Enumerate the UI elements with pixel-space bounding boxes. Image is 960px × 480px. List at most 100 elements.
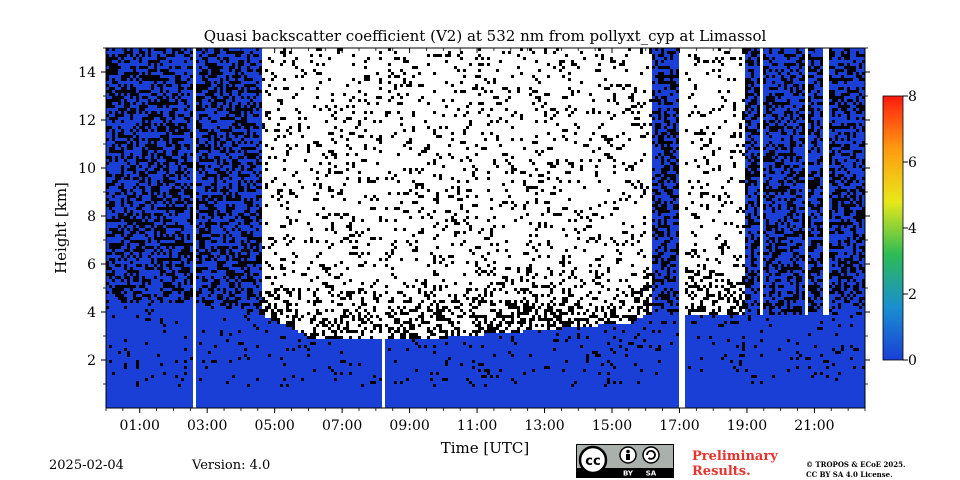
heatmap-cell: [112, 210, 115, 213]
heatmap-cell: [139, 108, 142, 111]
heatmap-cell: [109, 126, 112, 129]
heatmap-cell: [127, 51, 130, 54]
heatmap-cell: [145, 189, 148, 192]
heatmap-cell: [133, 234, 136, 237]
heatmap-cell: [109, 327, 112, 330]
heatmap-cell: [142, 300, 145, 303]
heatmap-cell: [115, 279, 118, 282]
heatmap-cell: [127, 330, 130, 333]
heatmap-cell: [109, 150, 112, 153]
heatmap-cell: [145, 60, 148, 63]
heatmap-cell: [145, 372, 148, 375]
heatmap-cell: [115, 237, 118, 240]
heatmap-cell: [145, 294, 148, 297]
heatmap-cell: [118, 288, 121, 291]
heatmap-cell: [130, 213, 133, 216]
heatmap-cell: [127, 351, 130, 354]
heatmap-cell: [136, 207, 139, 210]
heatmap-cell: [145, 180, 148, 183]
heatmap-cell: [142, 189, 145, 192]
heatmap-cell: [115, 63, 118, 66]
heatmap-cell: [145, 300, 148, 303]
heatmap-cell: [127, 324, 130, 327]
heatmap-cell: [121, 72, 124, 75]
heatmap-cell: [109, 57, 112, 60]
heatmap-cell: [121, 213, 124, 216]
heatmap-cell: [145, 147, 148, 150]
heatmap-cell: [130, 129, 133, 132]
heatmap-cell: [145, 225, 148, 228]
heatmap-cell: [145, 72, 148, 75]
heatmap-cell: [124, 324, 127, 327]
heatmap-cell: [136, 396, 139, 399]
heatmap-cell: [109, 135, 112, 138]
heatmap-cell: [139, 93, 142, 96]
heatmap-cell: [115, 351, 118, 354]
heatmap-cell: [127, 363, 130, 366]
heatmap-cell: [112, 87, 115, 90]
heatmap-cell: [112, 81, 115, 84]
heatmap-cell: [127, 147, 130, 150]
heatmap-cell: [142, 351, 145, 354]
heatmap-cell: [142, 333, 145, 336]
heatmap-cell: [145, 330, 148, 333]
heatmap-cell: [133, 339, 136, 342]
heatmap-cell: [136, 390, 139, 393]
heatmap-cell: [121, 249, 124, 252]
heatmap-cell: [148, 351, 151, 354]
heatmap-cell: [127, 348, 130, 351]
heatmap-cell: [148, 222, 151, 225]
heatmap-cell: [139, 231, 142, 234]
heatmap-cell: [130, 90, 133, 93]
heatmap-cell: [142, 75, 145, 78]
heatmap-cell: [121, 342, 124, 345]
heatmap-cell: [109, 363, 112, 366]
heatmap-cell: [115, 60, 118, 63]
heatmap-cell: [148, 312, 151, 315]
heatmap-cell: [130, 225, 133, 228]
heatmap-cell: [109, 252, 112, 255]
heatmap-cell: [145, 381, 148, 384]
heatmap-cell: [148, 138, 151, 141]
heatmap-cell: [148, 321, 151, 324]
heatmap-cell: [118, 258, 121, 261]
heatmap-cell: [115, 231, 118, 234]
heatmap-cell: [130, 138, 133, 141]
heatmap-cell: [145, 126, 148, 129]
heatmap-cell: [148, 228, 151, 231]
heatmap-cell: [127, 279, 130, 282]
heatmap-cell: [133, 219, 136, 222]
heatmap-cell: [130, 240, 133, 243]
heatmap-cell: [112, 198, 115, 201]
heatmap-cell: [121, 285, 124, 288]
heatmap-cell: [124, 288, 127, 291]
heatmap-cell: [121, 375, 124, 378]
heatmap-cell: [124, 138, 127, 141]
heatmap-cell: [121, 114, 124, 117]
heatmap-cell: [130, 144, 133, 147]
heatmap-cell: [142, 60, 145, 63]
chart-title: Quasi backscatter coefficient (V2) at 53…: [204, 27, 767, 45]
heatmap-cell: [136, 252, 139, 255]
heatmap-cell: [127, 354, 130, 357]
heatmap-cell: [136, 303, 139, 306]
heatmap-cell: [142, 390, 145, 393]
heatmap-cell: [121, 291, 124, 294]
heatmap-cell: [124, 384, 127, 387]
heatmap-cell: [142, 396, 145, 399]
heatmap-cell: [124, 54, 127, 57]
heatmap-cell: [130, 57, 133, 60]
heatmap-cell: [139, 84, 142, 87]
heatmap-cell: [109, 108, 112, 111]
heatmap-cell: [130, 327, 133, 330]
heatmap-cell: [112, 162, 115, 165]
heatmap-cell: [109, 273, 112, 276]
heatmap-cell: [121, 234, 124, 237]
heatmap-cell: [118, 303, 121, 306]
heatmap-cell: [133, 195, 136, 198]
heatmap-cell: [118, 384, 121, 387]
heatmap-cell: [127, 309, 130, 312]
heatmap-cell: [121, 138, 124, 141]
heatmap-cell: [130, 282, 133, 285]
heatmap-cell: [142, 183, 145, 186]
